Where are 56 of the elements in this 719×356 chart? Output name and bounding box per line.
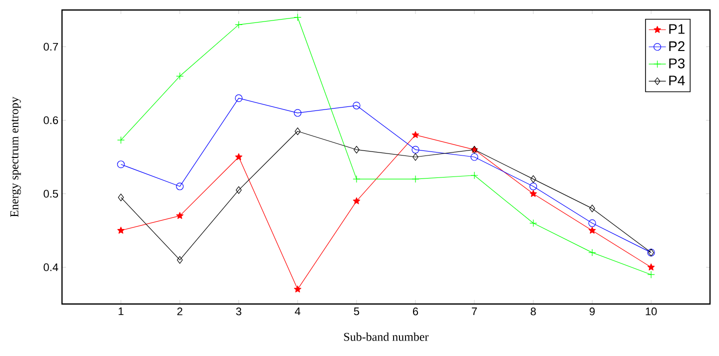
point <box>294 109 302 117</box>
point <box>412 146 420 154</box>
x-tick-label: 2 <box>177 308 182 316</box>
point <box>588 219 596 227</box>
point <box>235 153 242 160</box>
y-tick-label: 0.7 <box>44 42 58 51</box>
point <box>588 226 596 234</box>
point <box>117 226 125 234</box>
y-axis-title: Energy spectrum entropy <box>10 96 21 217</box>
point <box>412 131 420 138</box>
point <box>352 102 360 110</box>
point <box>234 94 243 102</box>
point <box>294 127 301 136</box>
legend-label: P2 <box>669 41 684 52</box>
x-tick-label: 3 <box>236 308 242 316</box>
point <box>647 270 655 278</box>
point <box>294 286 302 292</box>
point <box>530 219 538 227</box>
legend-label: P1 <box>669 24 685 34</box>
point <box>354 146 360 154</box>
point <box>530 190 537 197</box>
x-tick-label: 9 <box>590 308 595 316</box>
point <box>234 20 243 28</box>
y-tick-label: 0.6 <box>44 116 58 124</box>
y-tick-label: 0.4 <box>44 263 58 272</box>
x-tick-label: 6 <box>412 308 418 316</box>
point <box>470 153 478 161</box>
y-tick-label: 0.5 <box>44 190 58 198</box>
x-tick-label: 10 <box>646 308 657 316</box>
point <box>176 256 183 264</box>
point <box>294 14 302 22</box>
point <box>118 194 124 202</box>
point <box>412 175 420 183</box>
point <box>530 175 536 183</box>
x-tick-label: 8 <box>530 308 536 316</box>
x-tick-label: 4 <box>294 308 300 316</box>
point <box>176 182 184 190</box>
point <box>176 72 184 80</box>
legend-label: P4 <box>669 76 685 86</box>
point <box>352 175 360 183</box>
point <box>117 160 125 168</box>
point <box>176 212 184 219</box>
point <box>588 248 596 256</box>
point <box>117 136 125 144</box>
point <box>530 182 538 190</box>
point <box>412 153 418 161</box>
point <box>647 263 655 270</box>
point <box>352 197 360 204</box>
legend-label: P3 <box>669 58 685 68</box>
point <box>470 172 478 180</box>
point <box>236 186 242 194</box>
x-tick-label: 7 <box>472 308 477 316</box>
x-tick-label: 1 <box>118 308 124 316</box>
x-axis-title: Sub-band number <box>344 332 429 341</box>
x-tick-label: 5 <box>354 308 360 316</box>
point <box>589 204 596 212</box>
